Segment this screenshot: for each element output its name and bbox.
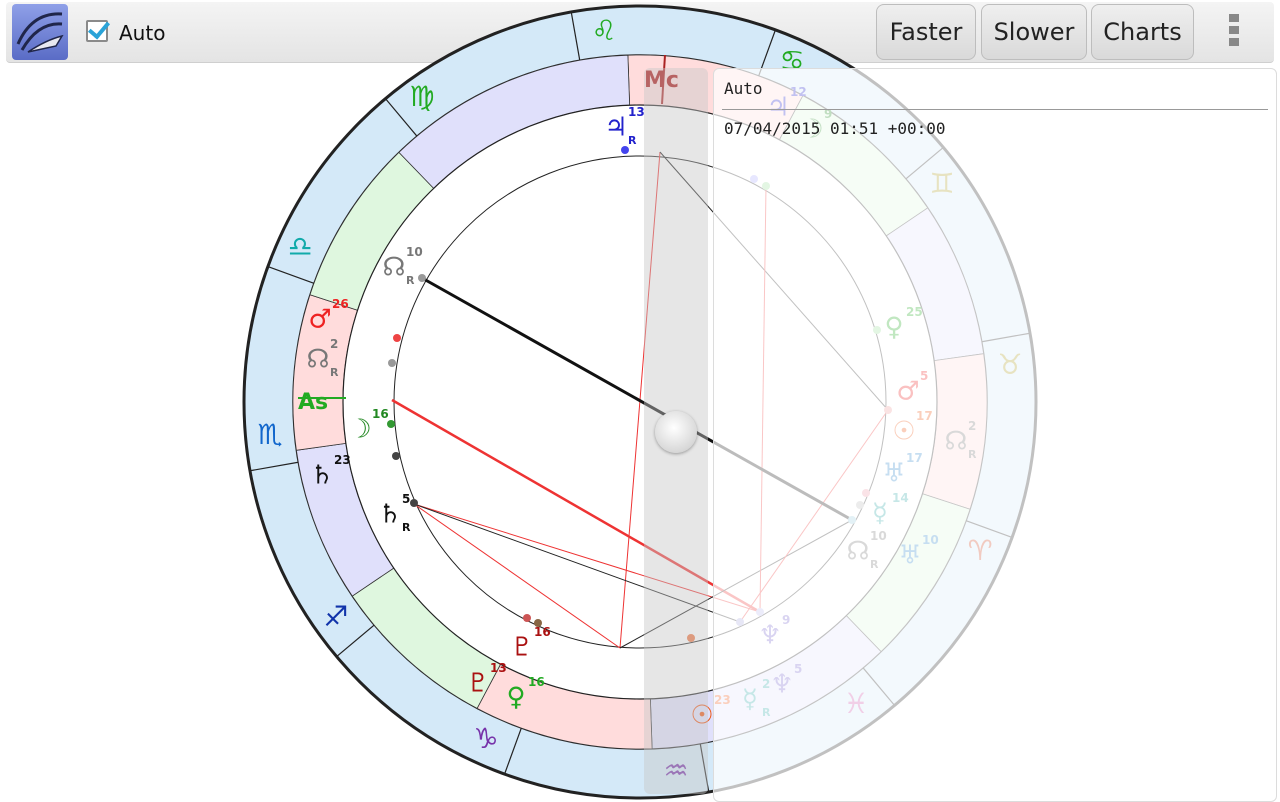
libra-sign: ♎: [287, 230, 312, 263]
faster-button[interactable]: Faster: [876, 4, 976, 60]
chart-name: Auto: [724, 79, 763, 98]
zodiac-divider: [503, 727, 522, 775]
saturn-2-glyph-symbol: ♄: [378, 500, 401, 530]
planet-position-dot: [387, 420, 395, 428]
north-node-2-glyph[interactable]: ☊2 R: [306, 337, 339, 379]
saturn-glyph-degree: 23: [334, 453, 351, 467]
moon-glyph-symbol: ☽: [348, 415, 371, 445]
sagittarius-sign: ♐: [323, 600, 348, 633]
planet-position-dot: [418, 274, 426, 282]
saturn-glyph-symbol: ♄: [310, 461, 333, 491]
capricorn-sign: ♑: [473, 722, 498, 755]
mars-glyph-symbol: ♂: [308, 305, 331, 335]
saturn-glyph[interactable]: ♄23: [310, 453, 350, 491]
planet-position-dot: [388, 359, 396, 367]
moon-glyph[interactable]: ☽16: [348, 407, 388, 445]
zodiac-divider: [267, 265, 315, 284]
pluto-glyph-symbol: ♇: [510, 633, 533, 663]
jupiter-glyph-degree: 13: [628, 105, 645, 119]
planet-position-dot: [410, 499, 418, 507]
moon-glyph-degree: 16: [372, 407, 389, 421]
app-logo-icon[interactable]: [12, 4, 68, 60]
venus-glyph-symbol: ♀: [506, 683, 525, 713]
overflow-menu-icon[interactable]: [1224, 14, 1244, 54]
saturn-2-glyph-retrograde: R: [402, 521, 411, 534]
planet-position-dot: [534, 619, 542, 627]
north-node-2-glyph-retrograde: R: [330, 366, 339, 379]
panel-toggle-knob[interactable]: [655, 411, 697, 453]
planet-position-dot: [621, 146, 629, 154]
scorpio-sign: ♏: [257, 418, 282, 451]
info-panel: Auto 07/04/2015 01:51 +00:00: [713, 68, 1277, 802]
sun-glyph-symbol: ☉: [690, 701, 713, 731]
chart-datetime: 07/04/2015 01:51 +00:00: [724, 119, 946, 138]
auto-label: Auto: [119, 21, 166, 45]
venus-glyph-degree: 16: [528, 675, 545, 689]
planet-position-dot: [523, 614, 531, 622]
north-node-2-glyph-degree: 2: [330, 337, 338, 351]
zodiac-divider: [699, 743, 710, 793]
zodiac-divider: [249, 461, 299, 472]
zodiac-divider: [336, 624, 375, 658]
jupiter-glyph[interactable]: ♃13 R: [604, 105, 644, 147]
north-node-glyph-degree: 10: [406, 245, 423, 259]
slower-button[interactable]: Slower: [981, 4, 1087, 60]
virgo-sign: ♍: [409, 80, 434, 113]
saturn-2-glyph[interactable]: ♄5 R: [378, 492, 411, 534]
leo-sign: ♌: [591, 14, 616, 47]
zodiac-divider: [384, 98, 418, 137]
pluto-glyph-degree: 16: [534, 625, 551, 639]
info-divider: [722, 109, 1268, 110]
charts-button[interactable]: Charts: [1091, 4, 1194, 60]
aquarius-sign: ♒: [663, 754, 688, 787]
north-node-2-glyph-symbol: ☊: [306, 345, 329, 375]
planet-position-dot: [392, 452, 400, 460]
mars-glyph[interactable]: ♂26: [308, 297, 348, 335]
saturn-2-glyph-degree: 5: [402, 492, 410, 506]
north-node-glyph-retrograde: R: [406, 274, 415, 287]
midheaven-label: Mc: [644, 68, 679, 93]
jupiter-glyph-symbol: ♃: [604, 113, 627, 143]
auto-checkbox[interactable]: [86, 20, 108, 42]
planet-position-dot: [687, 634, 695, 642]
jupiter-glyph-retrograde: R: [628, 134, 637, 147]
pluto-glyph[interactable]: ♇16: [510, 625, 550, 663]
planet-position-dot: [393, 334, 401, 342]
pluto-2-glyph[interactable]: ♇13: [466, 661, 506, 699]
mars-glyph-degree: 26: [332, 297, 349, 311]
pluto-2-glyph-symbol: ♇: [466, 669, 489, 699]
zodiac-divider: [570, 11, 581, 61]
north-node-glyph[interactable]: ☊10 R: [382, 245, 422, 287]
pluto-2-glyph-degree: 13: [490, 661, 507, 675]
north-node-glyph-symbol: ☊: [382, 253, 405, 283]
ascendant-label: As: [298, 390, 328, 415]
venus-glyph[interactable]: ♀16: [506, 675, 544, 713]
